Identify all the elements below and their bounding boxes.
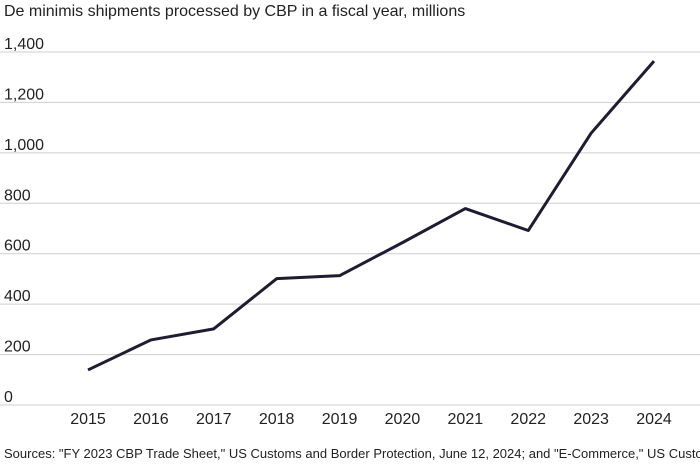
x-tick-label: 2018: [259, 411, 295, 428]
x-tick-label: 2019: [322, 411, 358, 428]
data-line: [87, 60, 656, 372]
y-tick-label: 0: [4, 389, 13, 406]
x-tick-label: 2024: [636, 411, 672, 428]
x-tick-label: 2023: [573, 411, 609, 428]
y-tick-label: 1,000: [4, 137, 44, 154]
y-tick-label: 800: [4, 187, 31, 204]
source-note: Sources: "FY 2023 CBP Trade Sheet," US C…: [4, 446, 700, 461]
x-tick-label: 2020: [385, 411, 421, 428]
y-tick-label: 1,200: [4, 86, 44, 103]
y-tick-label: 600: [4, 238, 31, 255]
x-tick-label: 2017: [196, 411, 232, 428]
y-tick-label: 400: [4, 288, 31, 305]
x-tick-label: 2015: [70, 411, 106, 428]
x-tick-label: 2022: [510, 411, 546, 428]
chart-title: De minimis shipments processed by CBP in…: [4, 3, 465, 20]
x-tick-label: 2016: [133, 411, 169, 428]
y-tick-label: 1,400: [4, 36, 44, 53]
x-tick-label: 2021: [448, 411, 484, 428]
y-tick-label: 200: [4, 339, 31, 356]
